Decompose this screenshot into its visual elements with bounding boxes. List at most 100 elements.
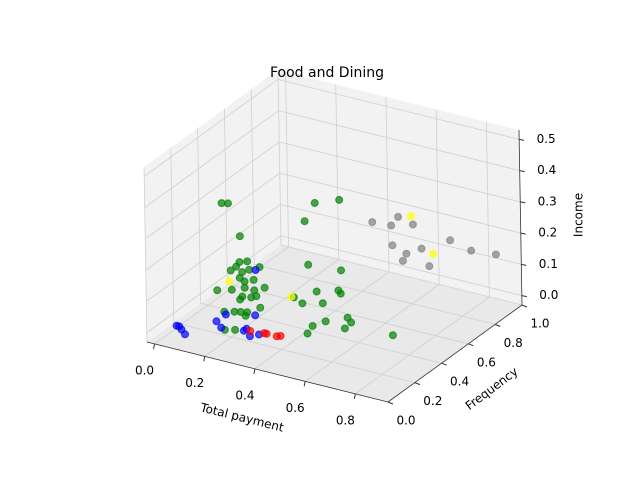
point (303, 329, 312, 338)
z-tick-label: 0.5 (537, 132, 556, 146)
point (406, 212, 415, 221)
point (300, 217, 309, 226)
point (260, 283, 269, 292)
x-tick-label: 0.0 (135, 363, 154, 377)
point (408, 220, 417, 229)
point (336, 289, 345, 298)
point (272, 332, 281, 341)
x-tick-label: 0.4 (235, 388, 254, 402)
y-tick-label: 0.6 (477, 355, 496, 369)
axes: 0.0 0.2 0.4 0.6 0.8 0.0 0.2 0.4 0.6 0.8 1.0 0.0 0.1 0… (135, 129, 558, 428)
point (425, 262, 434, 271)
point (235, 232, 244, 241)
y-tick (521, 304, 528, 308)
back-pane (278, 70, 522, 305)
z-axis-label: Income (572, 193, 586, 237)
point (225, 277, 234, 286)
y-tick-label: 1.0 (530, 317, 549, 331)
point (491, 250, 500, 259)
x-tick (253, 368, 256, 374)
panes (144, 70, 522, 402)
point (388, 241, 397, 250)
z-grid-line (146, 235, 522, 333)
point (251, 311, 260, 320)
point (240, 283, 249, 292)
points (172, 195, 500, 341)
point (221, 310, 230, 319)
point (256, 303, 265, 312)
x-tick (303, 381, 306, 387)
point (175, 322, 184, 331)
point (236, 295, 245, 304)
y-tick-label: 0.4 (450, 375, 469, 389)
z-tick-label: 0.4 (537, 163, 556, 177)
point (417, 244, 426, 253)
point (398, 256, 407, 265)
point (388, 331, 397, 340)
point (446, 236, 455, 245)
z-tick (519, 170, 525, 173)
point (246, 327, 255, 336)
point (241, 311, 250, 320)
y-grid-line (277, 69, 523, 306)
x-tick (153, 343, 156, 349)
z-grid-line (144, 141, 521, 240)
left-pane (144, 70, 281, 342)
point (304, 260, 313, 269)
z-grid-line (145, 172, 521, 271)
z-tick (521, 295, 527, 298)
z-tick-label: 0.0 (539, 288, 558, 302)
point (347, 318, 356, 327)
x-tick-label: 0.2 (185, 376, 204, 390)
point (227, 285, 236, 294)
x-tick (203, 356, 206, 362)
point (243, 257, 252, 266)
z-grid-line (143, 78, 520, 177)
point (252, 292, 261, 301)
point (467, 246, 476, 255)
y-tick-label: 0.8 (504, 336, 523, 350)
chart-title: Food and Dining (270, 65, 384, 81)
point (340, 324, 349, 333)
z-tick (520, 201, 526, 204)
z-grid-line (144, 110, 520, 208)
point (212, 317, 221, 326)
point (262, 329, 271, 338)
point (310, 198, 319, 207)
y-grid-line (250, 89, 496, 325)
y-tick-label: 0.0 (396, 414, 415, 428)
y-tick (441, 362, 447, 366)
y-tick (495, 323, 501, 327)
point (337, 266, 346, 275)
x-tick-label: 0.6 (286, 401, 305, 415)
point (318, 299, 327, 308)
z-grid-line (146, 203, 522, 302)
point (394, 212, 403, 221)
y-axis-line (387, 304, 523, 403)
point (387, 221, 396, 230)
z-tick (521, 263, 527, 266)
point (249, 275, 258, 284)
point (287, 292, 296, 301)
z-axis-line (518, 129, 523, 306)
x-tick-label: 0.8 (336, 413, 355, 427)
z-tick-label: 0.3 (538, 194, 557, 208)
point (181, 330, 190, 339)
y-tick (414, 382, 420, 386)
x-tick (353, 393, 356, 399)
y-grid-line (197, 128, 442, 364)
point (232, 262, 241, 271)
y-tick (468, 343, 474, 347)
point (226, 266, 235, 275)
z-tick-label: 0.2 (538, 226, 557, 240)
point (402, 249, 411, 258)
y-tick (387, 401, 394, 405)
z-tick (520, 232, 526, 235)
x-axis-line (146, 341, 389, 403)
floor-pane (147, 245, 522, 402)
point (223, 199, 232, 208)
point (368, 218, 377, 227)
point (321, 317, 330, 326)
